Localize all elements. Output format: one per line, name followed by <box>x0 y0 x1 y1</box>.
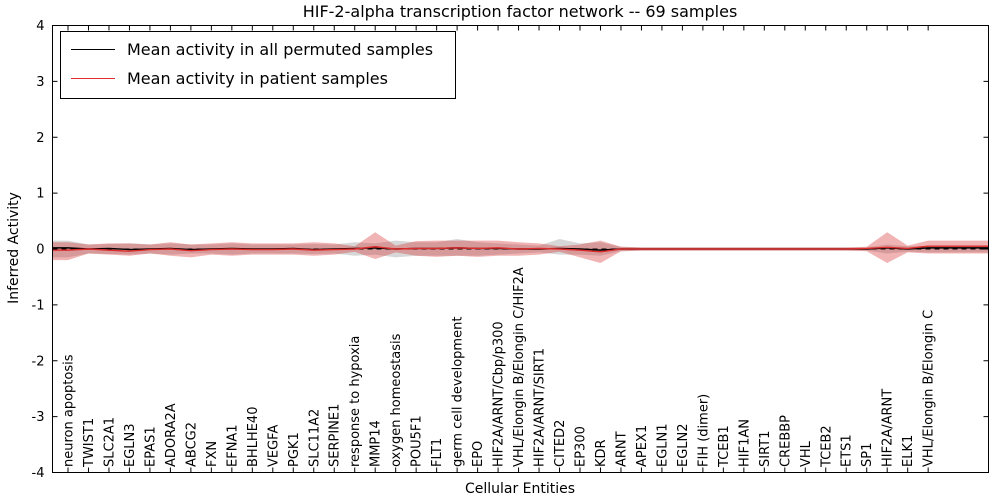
x-tick-label: HIF2A/ARNT <box>881 389 896 467</box>
legend-line-patient-icon <box>71 78 115 79</box>
legend-line-permuted-icon <box>71 49 115 50</box>
y-tick-label: 4 <box>36 19 44 34</box>
legend-item-permuted: Mean activity in all permuted samples <box>71 40 433 59</box>
x-tick-label: neuron apoptosis <box>62 354 77 467</box>
x-tick-label: SIRT1 <box>758 431 773 467</box>
y-tick-label: -4 <box>32 466 45 481</box>
x-tick-label: FLT1 <box>430 438 445 467</box>
x-tick-label: ABCG2 <box>184 422 199 467</box>
x-tick-label: PGK1 <box>287 432 302 467</box>
x-tick-label: SLC2A1 <box>102 417 117 467</box>
x-tick-label: EFNA1 <box>225 424 240 467</box>
x-tick-label: oxygen homeostasis <box>389 333 404 467</box>
x-tick-label: TCEB2 <box>819 425 834 468</box>
y-tick-label: 2 <box>36 131 44 146</box>
x-tick-label: EGLN1 <box>655 423 670 467</box>
x-tick-label: TWIST1 <box>82 418 97 468</box>
x-tick-label: SERPINE1 <box>328 404 343 467</box>
x-tick-label: VEGFA <box>266 425 281 467</box>
x-tick-label: response to hypoxia <box>348 336 363 467</box>
x-axis-label: Cellular Entities <box>464 481 576 497</box>
band-1 <box>52 232 989 263</box>
y-tick-label: -3 <box>32 410 45 425</box>
x-tick-label: ARNT <box>614 431 629 467</box>
x-tick-label: HIF2A/ARNT/SIRT1 <box>533 348 548 467</box>
x-tick-label: VHL <box>799 440 814 467</box>
x-tick-label: VHL/Elongin B/Elongin C <box>922 310 937 467</box>
x-tick-label: VHL/Elongin B/Elongin C/HIF2A <box>512 267 527 467</box>
x-tick-label: CITED2 <box>553 420 568 467</box>
band-0 <box>52 238 989 258</box>
y-tick-label: -1 <box>32 298 45 313</box>
legend: Mean activity in all permuted samples Me… <box>60 31 457 99</box>
x-tick-label: HIF2A/ARNT/Cbp/p300 <box>492 321 507 467</box>
x-tick-label: ADORA2A <box>164 403 179 467</box>
x-tick-label: EPAS1 <box>143 426 158 467</box>
x-tick-label: KDR <box>594 439 609 467</box>
chart-title: HIF-2-alpha transcription factor network… <box>302 2 738 21</box>
x-tick-label: EP300 <box>574 426 589 467</box>
x-tick-label: FIH (dimer) <box>696 394 711 467</box>
x-tick-label: POU5F1 <box>410 415 425 467</box>
x-tick-label: germ cell development <box>451 317 466 467</box>
x-tick-label: EGLN3 <box>123 423 138 467</box>
legend-label-patient: Mean activity in patient samples <box>127 69 388 88</box>
x-tick-label: MMP14 <box>369 420 384 467</box>
x-tick-label: ETS1 <box>840 434 855 467</box>
y-axis-label: Inferred Activity <box>6 192 22 304</box>
x-tick-label: FXN <box>205 441 220 467</box>
x-tick-label: TCEB1 <box>717 425 732 468</box>
x-tick-label: EGLN2 <box>676 423 691 467</box>
x-tick-label: SP1 <box>860 443 875 467</box>
y-tick-label: 3 <box>36 75 44 90</box>
x-tick-label: EPO <box>471 441 486 467</box>
x-tick-label: CREBBP <box>778 415 793 467</box>
x-tick-label: ELK1 <box>901 435 916 467</box>
x-tick-label: BHLHE40 <box>246 407 261 467</box>
legend-item-patient: Mean activity in patient samples <box>71 69 433 88</box>
y-tick-label: 0 <box>36 243 44 258</box>
legend-label-permuted: Mean activity in all permuted samples <box>127 40 434 59</box>
mean-line-1 <box>52 245 989 253</box>
y-tick-label: -2 <box>32 354 45 369</box>
x-tick-label: SLC11A2 <box>307 409 322 467</box>
x-tick-label: HIF1AN <box>737 419 752 467</box>
x-tick-label: APEX1 <box>635 425 650 467</box>
y-tick-label: 1 <box>36 187 44 202</box>
